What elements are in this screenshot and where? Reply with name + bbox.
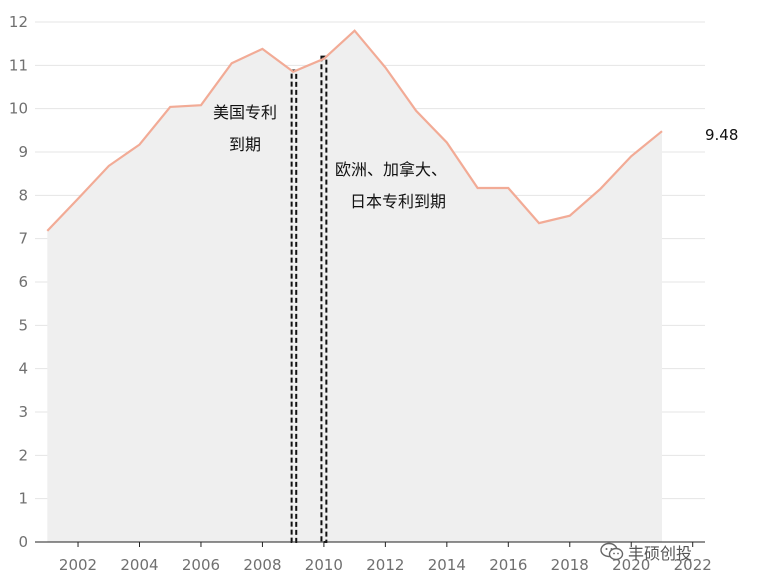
watermark: 丰硕创投	[600, 540, 692, 564]
x-tick-label: 2022	[674, 556, 712, 574]
x-tick-label: 2014	[428, 556, 466, 574]
x-tick-label: 2020	[612, 556, 650, 574]
y-tick-label: 12	[9, 13, 28, 31]
y-tick-label: 5	[18, 316, 28, 334]
wechat-icon	[600, 542, 624, 561]
area-fill	[47, 30, 663, 542]
x-tick-label: 2010	[305, 556, 343, 574]
x-tick-labels: 2002 2004 2006 2008 2010 2012 2014 2016 2018 2020…	[59, 542, 712, 574]
x-tick-label: 2016	[489, 556, 527, 574]
y-tick-label: 11	[9, 56, 28, 74]
y-tick-label: 8	[18, 186, 28, 204]
x-tick-label: 2004	[120, 556, 158, 574]
y-tick-label: 10	[9, 100, 28, 118]
y-tick-label: 4	[18, 360, 28, 378]
y-tick-label: 7	[18, 230, 28, 248]
x-tick-label: 2006	[182, 556, 220, 574]
x-tick-label: 2012	[366, 556, 404, 574]
x-tick-label: 2018	[551, 556, 589, 574]
annotation-us-line-1: 美国专利	[213, 103, 277, 122]
y-tick-label: 0	[18, 533, 28, 551]
annotation-eu-line-1: 欧洲、加拿大、	[335, 160, 447, 179]
watermark-text: 丰硕创投	[628, 544, 693, 563]
y-tick-label: 2	[18, 446, 28, 464]
y-tick-label: 3	[18, 403, 28, 421]
y-tick-label: 9	[18, 143, 28, 161]
annotation-eu-line-2: 日本专利到期	[350, 192, 446, 211]
end-value-label: 9.48	[705, 126, 738, 144]
x-tick-label: 2002	[59, 556, 97, 574]
series-line	[46, 29, 663, 232]
y-tick-label: 1	[18, 490, 28, 508]
annotation-us-line-2: 到期	[229, 135, 261, 154]
y-tick-label: 6	[18, 273, 28, 291]
x-tick-label: 2008	[243, 556, 281, 574]
